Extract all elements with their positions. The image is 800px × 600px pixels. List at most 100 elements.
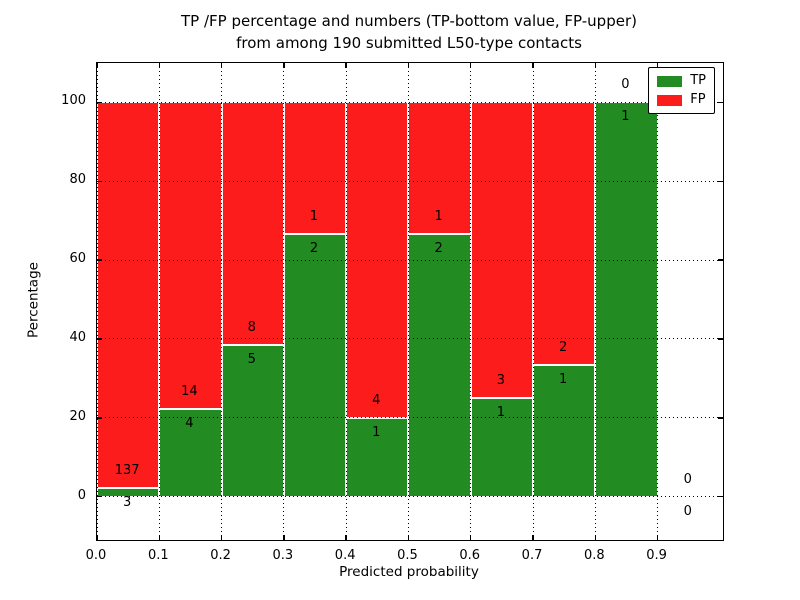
tp-count-label: 0 xyxy=(683,503,692,519)
y-gridline xyxy=(97,338,723,340)
y-tick-mark xyxy=(718,259,723,261)
tp-legend-label: TP xyxy=(690,73,706,88)
x-tick-mark xyxy=(283,535,285,540)
y-tick-label: 60 xyxy=(69,251,86,267)
x-tick-label: 0.1 xyxy=(147,548,169,563)
legend-item-fp: FP xyxy=(657,93,706,107)
x-tick-label: 0.0 xyxy=(85,548,107,563)
x-gridline xyxy=(283,63,285,540)
x-tick-label: 0.6 xyxy=(459,548,481,563)
tp-legend-swatch xyxy=(657,75,683,87)
y-gridline xyxy=(97,101,723,103)
bar-segment-fp xyxy=(470,102,533,399)
y-tick-mark xyxy=(97,417,102,419)
x-tick-label: 0.5 xyxy=(397,548,418,563)
bar-segment-tp xyxy=(97,488,160,497)
x-tick-mark xyxy=(96,535,98,540)
y-tick-mark xyxy=(97,338,102,340)
bar-segment-fp xyxy=(97,102,160,489)
y-axis-title: Percentage xyxy=(25,262,42,338)
x-tick-mark xyxy=(407,63,410,68)
x-tick-mark xyxy=(532,63,534,68)
tp-count-label: 2 xyxy=(434,240,443,256)
x-tick-mark xyxy=(345,63,347,68)
x-gridline xyxy=(221,63,223,540)
bar-segment-tp xyxy=(346,417,409,497)
x-gridline xyxy=(96,63,98,540)
x-tick-label: 0.3 xyxy=(272,548,294,563)
x-tick-mark xyxy=(220,63,223,68)
fp-count-label: 0 xyxy=(621,77,630,93)
y-tick-label: 20 xyxy=(69,408,86,424)
y-tick-mark xyxy=(97,101,102,104)
x-tick-mark xyxy=(532,535,534,540)
x-gridline xyxy=(657,63,659,540)
x-tick-mark xyxy=(158,535,161,540)
x-axis-title: Predicted probability xyxy=(339,564,479,580)
fp-count-label: 3 xyxy=(496,373,506,389)
bar-segment-tp xyxy=(221,345,284,497)
x-tick-label: 0.2 xyxy=(210,548,231,563)
x-tick-mark xyxy=(96,63,98,68)
legend-item-tp: TP xyxy=(657,74,706,88)
y-tick-mark xyxy=(718,180,723,182)
tp-count-label: 2 xyxy=(309,240,319,256)
x-tick-label: 0.7 xyxy=(521,548,543,563)
bar-segment-tp xyxy=(595,102,658,497)
y-gridline xyxy=(97,259,723,261)
tp-count-label: 1 xyxy=(559,372,568,388)
x-tick-mark xyxy=(469,535,472,540)
bar-segment-tp xyxy=(283,233,347,497)
bar-segment-tp xyxy=(408,233,471,497)
bar-segment-fp xyxy=(533,102,596,366)
y-gridline xyxy=(97,417,723,419)
x-tick-mark xyxy=(656,63,659,68)
fp-count-label: 4 xyxy=(372,392,381,408)
plot-area: TP FP xyxy=(96,62,724,541)
tp-count-label: 5 xyxy=(247,352,256,367)
y-tick-mark xyxy=(718,101,723,104)
fp-count-label: 1 xyxy=(309,208,319,224)
bar-segment-fp xyxy=(159,102,222,410)
fp-legend-label: FP xyxy=(690,92,706,107)
y-tick-mark xyxy=(718,495,723,498)
x-gridline xyxy=(345,63,347,540)
bar-segment-fp xyxy=(408,102,471,234)
y-tick-label: 0 xyxy=(77,487,86,503)
y-tick-mark xyxy=(97,259,102,261)
x-tick-label: 0.4 xyxy=(334,548,356,563)
bar-segment-fp xyxy=(221,102,284,345)
fp-count-label: 14 xyxy=(181,384,198,400)
y-tick-mark xyxy=(718,417,723,419)
chart-title-line-2: from among 190 submitted L50-type contac… xyxy=(236,34,582,52)
x-tick-mark xyxy=(345,535,347,540)
y-tick-label: 40 xyxy=(69,329,86,345)
legend: TP FP xyxy=(648,67,715,114)
y-tick-mark xyxy=(97,180,102,182)
tp-count-label: 3 xyxy=(123,495,132,511)
fp-count-label: 137 xyxy=(114,463,140,479)
x-gridline xyxy=(594,63,596,540)
y-tick-mark xyxy=(97,495,102,498)
fp-count-label: 8 xyxy=(247,320,256,335)
tp-count-label: 4 xyxy=(185,416,194,432)
fp-count-label: 1 xyxy=(434,208,443,224)
x-tick-mark xyxy=(158,63,161,68)
y-tick-mark xyxy=(718,338,723,340)
x-gridline xyxy=(470,63,472,540)
y-gridline xyxy=(97,180,723,182)
bar-segment-tp xyxy=(533,365,596,497)
x-tick-mark xyxy=(283,63,285,68)
y-tick-label: 80 xyxy=(69,172,86,188)
fp-legend-swatch xyxy=(657,94,683,106)
y-gridline xyxy=(97,496,723,498)
y-tick-label: 100 xyxy=(61,93,86,109)
chart-title-line-1: TP /FP percentage and numbers (TP-bottom… xyxy=(181,12,637,30)
x-gridline xyxy=(407,63,409,540)
x-tick-mark xyxy=(407,535,410,540)
tp-count-label: 1 xyxy=(621,109,630,125)
x-tick-label: 0.8 xyxy=(583,548,605,563)
x-tick-mark xyxy=(594,535,597,540)
fp-count-label: 0 xyxy=(683,471,692,487)
